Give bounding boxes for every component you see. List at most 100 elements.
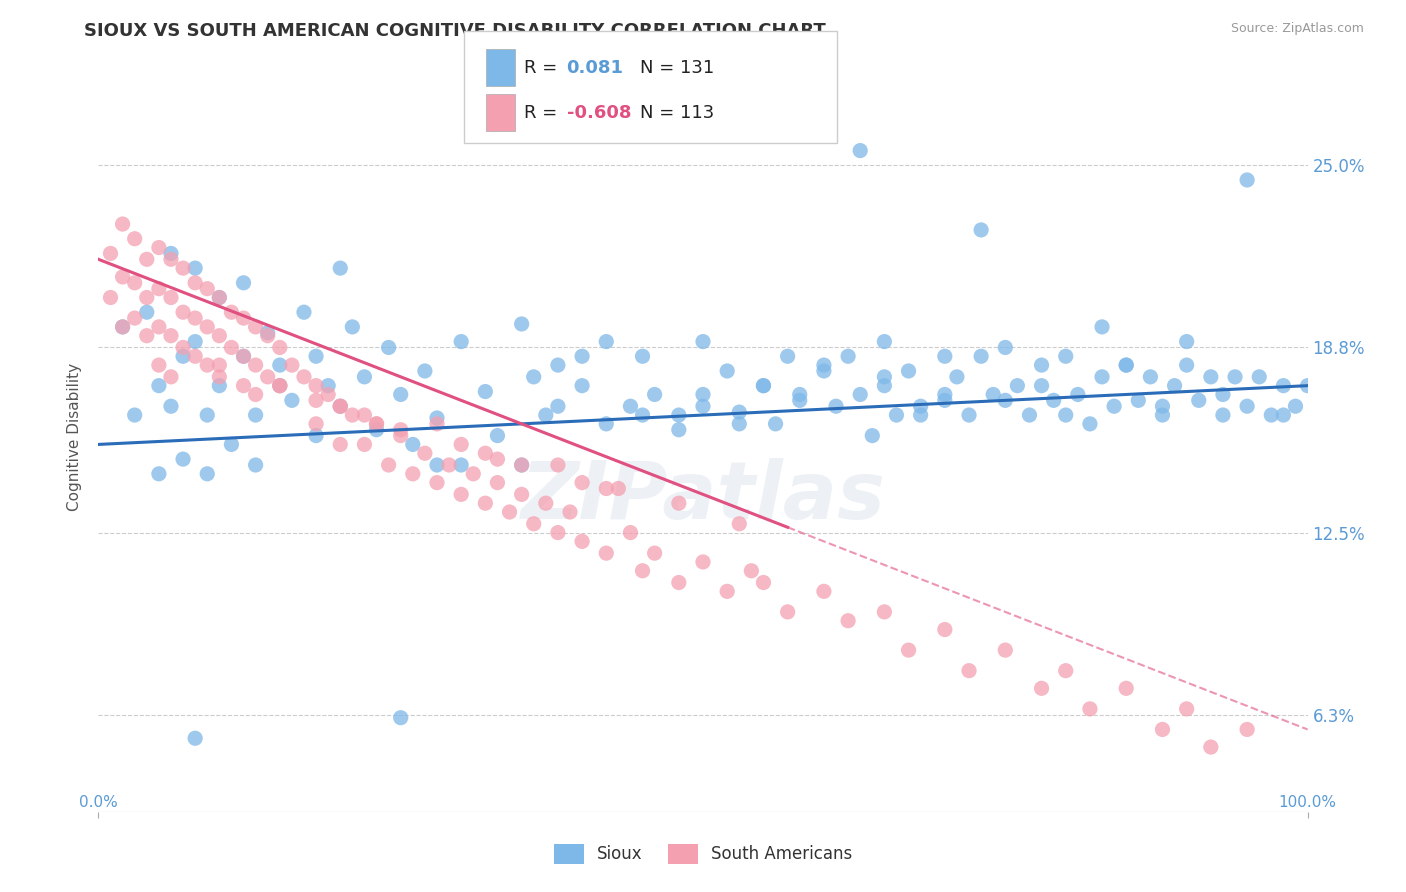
Point <box>316 387 339 401</box>
Point <box>426 475 449 490</box>
Point <box>148 358 170 372</box>
Point <box>353 408 375 422</box>
Point <box>571 475 593 490</box>
Point <box>547 458 569 472</box>
Point <box>148 319 170 334</box>
Point <box>1031 358 1053 372</box>
Point <box>631 564 654 578</box>
Point <box>813 358 835 372</box>
Point <box>148 282 170 296</box>
Point <box>353 437 375 451</box>
Point <box>994 643 1017 657</box>
Point <box>728 417 751 431</box>
Point <box>873 605 896 619</box>
Point <box>1054 408 1077 422</box>
Point <box>970 223 993 237</box>
Point <box>184 731 207 746</box>
Point <box>221 305 243 319</box>
Point <box>571 534 593 549</box>
Point <box>1102 399 1125 413</box>
Point <box>886 408 908 422</box>
Point <box>389 711 412 725</box>
Point <box>329 399 352 413</box>
Point <box>534 408 557 422</box>
Point <box>413 446 436 460</box>
Point <box>1007 378 1029 392</box>
Point <box>595 546 617 560</box>
Point <box>486 428 509 442</box>
Point <box>172 261 194 276</box>
Point <box>160 328 183 343</box>
Point <box>1199 369 1222 384</box>
Point <box>1128 393 1150 408</box>
Point <box>160 252 183 267</box>
Point <box>437 458 460 472</box>
Point <box>208 369 231 384</box>
Y-axis label: Cognitive Disability: Cognitive Disability <box>67 363 83 511</box>
Point <box>813 364 835 378</box>
Point <box>281 358 304 372</box>
Point <box>1296 378 1319 392</box>
Point <box>1236 723 1258 737</box>
Point <box>221 437 243 451</box>
Point <box>1236 173 1258 187</box>
Point <box>474 496 496 510</box>
Point <box>148 378 170 392</box>
Point <box>135 305 157 319</box>
Point <box>595 482 617 496</box>
Point <box>184 261 207 276</box>
Point <box>100 246 122 260</box>
Point <box>366 417 388 431</box>
Point <box>292 369 315 384</box>
Point <box>619 399 641 413</box>
Point <box>135 252 157 267</box>
Point <box>1115 358 1137 372</box>
Point <box>184 276 207 290</box>
Point <box>426 417 449 431</box>
Text: ZIPatlas: ZIPatlas <box>520 458 886 536</box>
Point <box>184 349 207 363</box>
Point <box>776 349 799 363</box>
Point <box>195 467 218 481</box>
Point <box>970 349 993 363</box>
Point <box>1031 681 1053 696</box>
Point <box>256 369 278 384</box>
Point <box>1067 387 1090 401</box>
Point <box>450 437 472 451</box>
Point <box>474 446 496 460</box>
Point <box>1018 408 1040 422</box>
Point <box>1139 369 1161 384</box>
Point <box>1212 387 1234 401</box>
Point <box>692 387 714 401</box>
Point <box>668 423 690 437</box>
Point <box>269 358 291 372</box>
Point <box>994 393 1017 408</box>
Point <box>160 369 183 384</box>
Point <box>208 358 231 372</box>
Point <box>184 311 207 326</box>
Point <box>111 319 134 334</box>
Point <box>316 378 339 392</box>
Point <box>1175 358 1198 372</box>
Point <box>172 341 194 355</box>
Point <box>957 664 980 678</box>
Point <box>1152 408 1174 422</box>
Point <box>789 387 811 401</box>
Point <box>897 364 920 378</box>
Point <box>329 437 352 451</box>
Text: R =: R = <box>524 103 558 121</box>
Point <box>184 334 207 349</box>
Point <box>1054 664 1077 678</box>
Point <box>160 291 183 305</box>
Point <box>860 428 883 442</box>
Point <box>716 364 738 378</box>
Point <box>195 358 218 372</box>
Point <box>342 408 364 422</box>
Point <box>426 458 449 472</box>
Point <box>934 349 956 363</box>
Point <box>619 525 641 540</box>
Point <box>534 496 557 510</box>
Point <box>329 261 352 276</box>
Point <box>342 319 364 334</box>
Point <box>450 458 472 472</box>
